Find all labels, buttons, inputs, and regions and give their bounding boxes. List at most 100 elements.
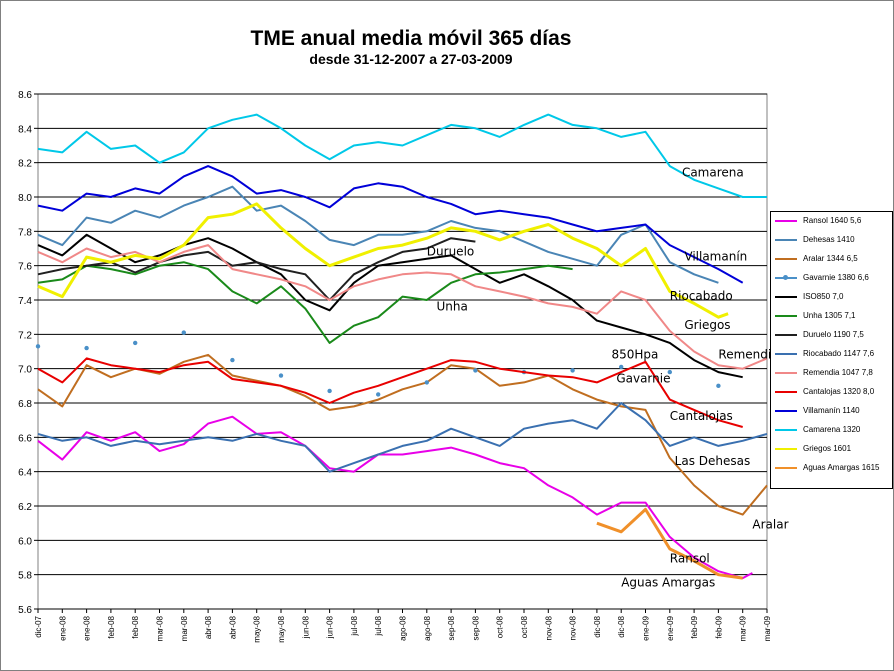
legend-label: Cantalojas 1320 8,0 xyxy=(803,387,875,396)
legend-swatch xyxy=(775,315,797,317)
y-tick-label: 8.0 xyxy=(18,193,32,204)
x-tick-label: dic-08 xyxy=(617,615,626,637)
legend-label: Camarena 1320 xyxy=(803,425,861,434)
legend-swatch xyxy=(775,239,797,241)
x-tick-label: ene-08 xyxy=(83,615,92,640)
legend-item: Riocabado 1147 7,6 xyxy=(773,347,893,363)
legend-item: ISO850 7,0 xyxy=(773,290,893,306)
data-point xyxy=(230,357,235,363)
series-annotation: Duruelo xyxy=(427,244,474,258)
data-point xyxy=(716,383,721,389)
series-annotation: Las Dehesas xyxy=(675,454,751,468)
series-annotation: Aralar xyxy=(752,517,788,531)
data-point xyxy=(133,340,138,346)
legend-swatch xyxy=(775,372,797,374)
legend-label: ISO850 7,0 xyxy=(803,292,844,301)
legend-label: Griegos 1601 xyxy=(803,444,852,453)
series-line xyxy=(37,402,768,473)
data-point xyxy=(327,388,332,394)
x-tick-label: feb-09 xyxy=(690,615,699,638)
legend-item: Griegos 1601 xyxy=(773,442,893,458)
data-point xyxy=(619,364,624,370)
x-tick-label: abr-08 xyxy=(228,615,237,639)
legend-item: Camarena 1320 xyxy=(773,423,893,439)
legend-swatch xyxy=(775,258,797,260)
y-tick-label: 7.8 xyxy=(18,227,32,238)
series-annotation: Gavarnie xyxy=(616,371,670,385)
legend-swatch xyxy=(775,448,797,450)
y-tick-label: 5.8 xyxy=(18,571,32,582)
legend-item: Gavarnie 1380 6,6 xyxy=(773,271,893,287)
legend-swatch xyxy=(775,410,797,412)
chart-subtitle: desde 31-12-2007 a 27-03-2009 xyxy=(309,51,513,67)
series-annotation: Villamanín xyxy=(684,250,747,264)
y-tick-label: 8.6 xyxy=(18,90,32,101)
legend-swatch xyxy=(775,220,797,222)
series-line xyxy=(37,165,744,284)
series-line xyxy=(37,357,743,428)
y-tick-label: 7.6 xyxy=(18,262,32,273)
legend-item: Aguas Amargas 1615 xyxy=(773,461,893,477)
legend-label: Duruelo 1190 7,5 xyxy=(803,330,864,339)
series-annotation: Ransol xyxy=(670,552,710,566)
x-tick-label: abr-08 xyxy=(204,615,213,639)
legend-label: Ransol 1640 5,6 xyxy=(803,216,862,225)
series-line xyxy=(37,113,767,198)
x-tick-label: ago-08 xyxy=(399,615,408,640)
legend-item: Aralar 1344 6,5 xyxy=(773,252,893,268)
series-line xyxy=(37,353,768,516)
series-line xyxy=(37,415,753,580)
data-point xyxy=(424,380,429,385)
data-point xyxy=(35,344,41,349)
data-point xyxy=(278,373,284,378)
legend-item: Ransol 1640 5,6 xyxy=(773,214,893,230)
series-annotation: Unha xyxy=(437,299,468,313)
x-tick-label: jul-08 xyxy=(350,615,359,636)
y-tick-label: 7.4 xyxy=(18,296,32,307)
legend-swatch xyxy=(775,353,797,355)
x-tick-label: dic-08 xyxy=(593,615,602,637)
y-tick-label: 6.2 xyxy=(18,502,32,513)
x-tick-label: ene-09 xyxy=(666,615,675,640)
x-tick-label: sep-08 xyxy=(471,615,480,640)
series-annotation: Griegos xyxy=(684,318,730,332)
series-line xyxy=(37,233,743,379)
data-point xyxy=(473,368,478,373)
x-tick-label: jul-08 xyxy=(374,615,383,636)
x-tick-label: nov-08 xyxy=(544,615,553,640)
data-point xyxy=(84,345,89,351)
x-tick-label: feb-09 xyxy=(714,615,723,638)
series-line xyxy=(37,244,768,370)
legend-label: Gavarnie 1380 6,6 xyxy=(803,273,869,282)
legend-item: Villamanín 1140 xyxy=(773,404,893,420)
legend-swatch xyxy=(775,429,797,431)
x-tick-label: ene-09 xyxy=(642,615,651,640)
y-tick-label: 8.4 xyxy=(18,124,32,135)
series-line xyxy=(37,202,729,319)
series-annotation: 850Hpa xyxy=(611,347,658,361)
chart-title: TME anual media móvil 365 días xyxy=(250,27,572,50)
y-tick-label: 8.2 xyxy=(18,159,32,170)
chart-legend: Ransol 1640 5,6 Dehesas 1410 Aralar 1344 6… xyxy=(770,211,893,489)
legend-label: Remendia 1047 7,8 xyxy=(803,368,873,377)
y-tick-label: 6.0 xyxy=(18,536,32,547)
legend-label: Aralar 1344 6,5 xyxy=(803,254,858,263)
x-tick-label: nov-08 xyxy=(569,615,578,640)
x-tick-label: may-08 xyxy=(277,615,286,642)
series-annotation: Remendia xyxy=(718,347,778,361)
data-point xyxy=(376,392,381,397)
series-annotation: Camarena xyxy=(682,165,744,179)
x-tick-label: feb-08 xyxy=(107,615,116,638)
data-point xyxy=(667,369,672,375)
x-tick-label: mar-09 xyxy=(739,615,748,641)
legend-label: Riocabado 1147 7,6 xyxy=(803,349,875,358)
x-tick-label: jun-08 xyxy=(301,615,310,639)
legend-item: Cantalojas 1320 8,0 xyxy=(773,385,893,401)
x-tick-label: may-08 xyxy=(253,615,262,642)
y-tick-label: 5.6 xyxy=(18,605,32,616)
x-tick-label: jun-08 xyxy=(326,615,335,639)
data-point xyxy=(181,330,186,335)
y-tick-label: 6.6 xyxy=(18,433,32,444)
